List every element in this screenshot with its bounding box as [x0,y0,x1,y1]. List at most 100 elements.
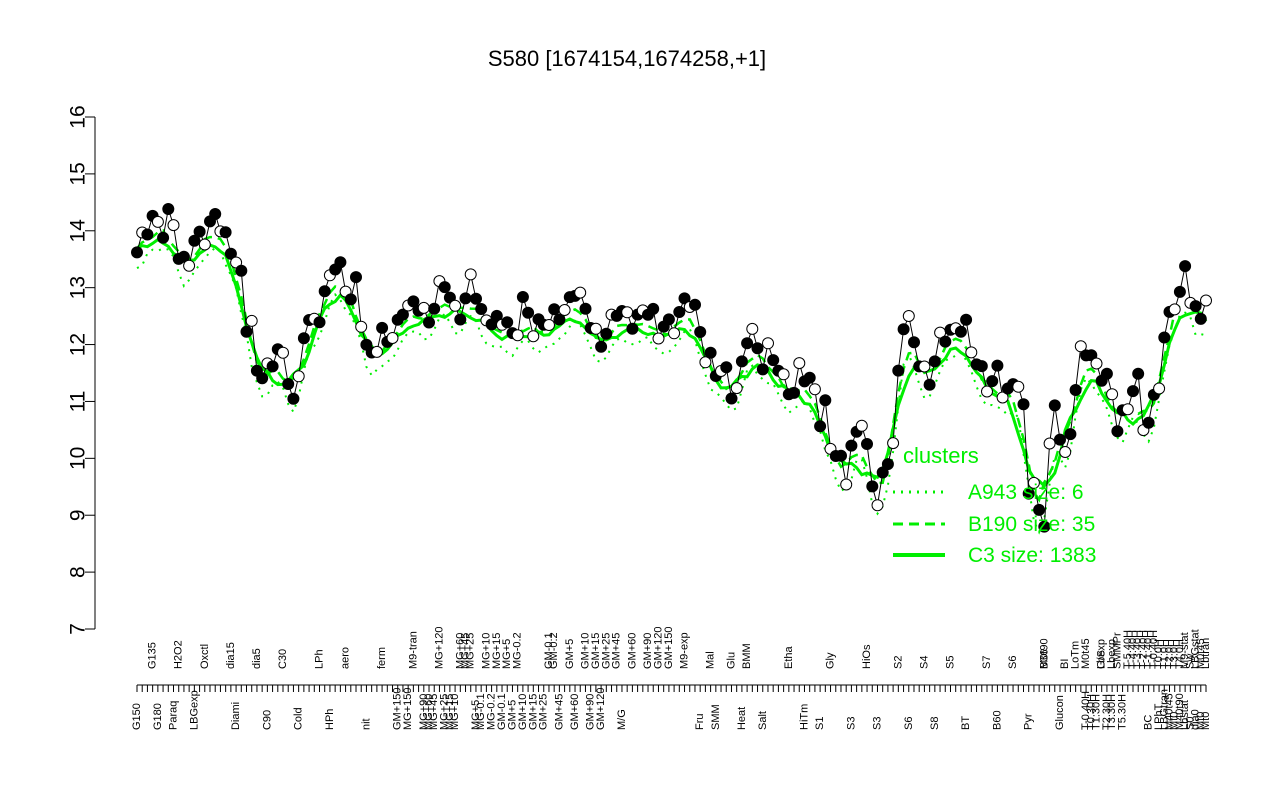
x-tick-label-upper: T-0.40H [1148,630,1160,669]
x-tick-label-upper: T0.0H [1153,639,1165,669]
x-tick-label-lower: M40t45 [1163,693,1175,730]
data-point [767,354,780,367]
data-point [548,303,561,316]
x-tick-label-upper: GM+60 [626,633,638,669]
x-tick-label-upper: T-1.40H [1143,630,1155,669]
data-point [131,246,143,259]
data-point [475,303,488,315]
data-point [370,345,383,358]
data-point [908,336,920,349]
data-point [464,268,477,281]
x-tick-label-upper: S6 [1007,656,1019,669]
data-point [902,310,915,322]
x-tick-label-upper: GM+10 [579,633,591,669]
x-tick-label-lower: Glucon [1054,695,1066,730]
x-tick-label-upper: MG+15 [491,633,503,669]
x-tick-label-upper: Sw [1184,654,1196,669]
data-point [861,438,873,450]
x-tick-label-lower: S6 [903,717,915,730]
x-tick-label-upper: S4 [918,656,930,669]
x-tick-label-upper: GM-0.2 [548,632,560,669]
x-tick-label-lower: GM+5 [506,700,518,730]
x-tick-label-lower: GM+15 [527,694,539,730]
data-point [704,346,717,359]
data-point [1064,428,1077,441]
data-point [814,420,827,433]
x-tick-label-upper: GM+45 [611,633,623,669]
x-tick-label-upper: MG-0.2 [512,632,524,669]
y-tick-label: 15 [67,162,90,185]
data-point [647,302,660,315]
y-tick-label: 10 [67,447,90,470]
x-tick-label-lower: T2.30H [1101,694,1113,730]
data-point [240,325,253,338]
data-point [522,306,535,319]
y-tick-label: 12 [67,333,90,356]
x-tick-label-lower: MG+10 [449,694,461,730]
x-tick-label-upper: S7 [981,656,993,669]
data-point [892,364,905,377]
data-point [245,314,258,327]
data-point [449,299,462,312]
data-point [277,346,289,359]
x-tick-label-lower: M/G [616,709,628,730]
x-tick-label-lower: nit [360,718,372,730]
x-tick-label-lower: MG+5 [470,700,482,730]
data-point [459,292,472,305]
data-point [209,208,222,220]
data-point [417,301,430,314]
data-point [1069,384,1082,396]
data-point [219,226,232,239]
data-point [918,360,931,373]
series-line [136,208,1207,527]
x-tick-label-upper: Oxctl [199,644,211,669]
x-tick-label-lower: S1 [814,717,826,730]
data-point [819,394,832,407]
y-tick-label: 16 [67,105,90,128]
data-point [470,292,482,305]
data-point [996,391,1009,404]
x-tick-label-upper: T-5.40H [1122,630,1134,669]
data-point [396,308,409,321]
data-point [881,458,894,471]
x-tick-label-lower: T-0.40H [1080,691,1092,730]
x-tick-label-extra: Lbexp [1096,639,1108,669]
x-tick-label-upper: M0t45 [1195,638,1207,669]
x-tick-label-lower: T1.30H [1090,694,1102,730]
cluster-line-b190 [136,228,1207,503]
data-point [224,247,237,260]
data-point [871,499,884,512]
data-point [386,332,399,344]
data-point [183,259,196,272]
data-point [438,281,451,294]
x-tick-label-lower: LPhT [1153,703,1165,730]
x-tick-label-lower: S3 [845,717,857,730]
x-tick-label-lower: T3.30H [1106,694,1118,730]
x-tick-label-upper: HiOs [861,644,873,669]
data-point [297,332,310,345]
x-tick-label-upper: aero [340,647,352,669]
y-tick-label: 7 [67,623,90,635]
data-point [887,437,900,450]
data-point [986,375,999,388]
x-tick-label-lower: MG-0.1 [475,693,487,730]
data-point [1043,437,1056,450]
data-point [1017,398,1030,411]
x-tick-label-upper: SMMPr [1111,632,1123,669]
y-tick-label: 9 [67,509,90,521]
x-tick-label-lower: HiTm [798,704,810,730]
x-tick-label-lower: G150 [131,703,143,730]
data-point [428,302,441,315]
data-point [1022,487,1035,500]
data-point [960,313,973,326]
x-tick-label-upper: M9-exp [679,632,691,669]
data-point [1142,416,1155,429]
legend-label-a9: A943 size: 6 [968,481,1084,504]
data-point [954,325,967,338]
data-point [981,385,993,398]
x-tick-label-lower: Mt0 [1169,712,1181,730]
data-point [193,225,206,238]
data-point [991,359,1004,372]
data-point [1111,425,1124,438]
data-point [558,304,571,316]
